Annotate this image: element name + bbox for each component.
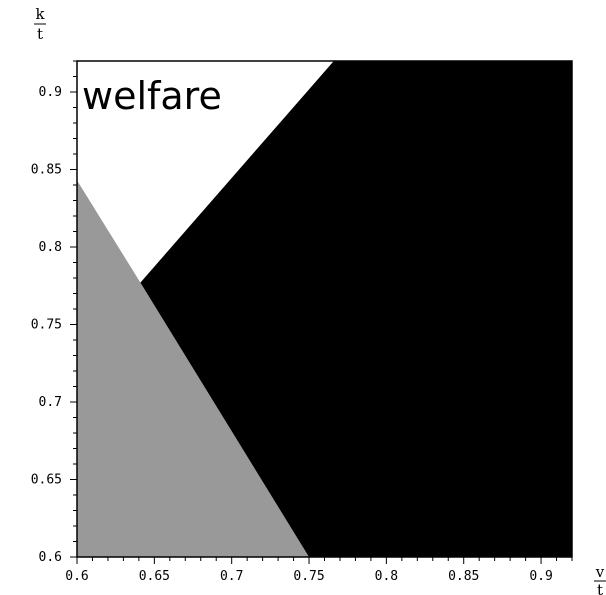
region-1	[77, 180, 309, 557]
y-axis-label-numerator: k	[35, 5, 45, 23]
y-tick-label: 0.8	[39, 240, 62, 255]
x-tick-label: 0.85	[448, 569, 479, 584]
annotation-welfare: welfare	[82, 74, 222, 118]
x-tick-label: 0.6	[65, 569, 88, 584]
y-tick-label: 0.9	[39, 85, 62, 100]
y-tick-label: 0.85	[31, 163, 62, 178]
y-axis-label: k t	[34, 5, 46, 43]
x-tick-label: 0.65	[139, 569, 170, 584]
ticks-layer: 0.6 0.65 0.7 0.75 0.8 0.85 0.9 0.6 0.65 0.7 0.75 0.…	[31, 60, 573, 584]
regions-layer	[77, 61, 572, 557]
x-axis-label-numerator: v	[595, 563, 605, 581]
x-axis-label: v t	[594, 563, 606, 595]
x-tick-label: 0.7	[220, 569, 243, 584]
x-tick-label: 0.75	[293, 569, 324, 584]
region-2	[140, 61, 572, 557]
y-tick-label: 0.65	[31, 473, 62, 488]
y-tick-label: 0.6	[39, 550, 62, 565]
x-tick-label: 0.8	[375, 569, 398, 584]
y-tick-label: 0.7	[39, 395, 62, 410]
region-0	[77, 61, 334, 283]
y-axis-label-denominator: t	[37, 25, 43, 43]
y-tick-label: 0.75	[31, 318, 62, 333]
x-tick-label: 0.9	[529, 569, 552, 584]
x-axis-label-denominator: t	[597, 581, 603, 595]
